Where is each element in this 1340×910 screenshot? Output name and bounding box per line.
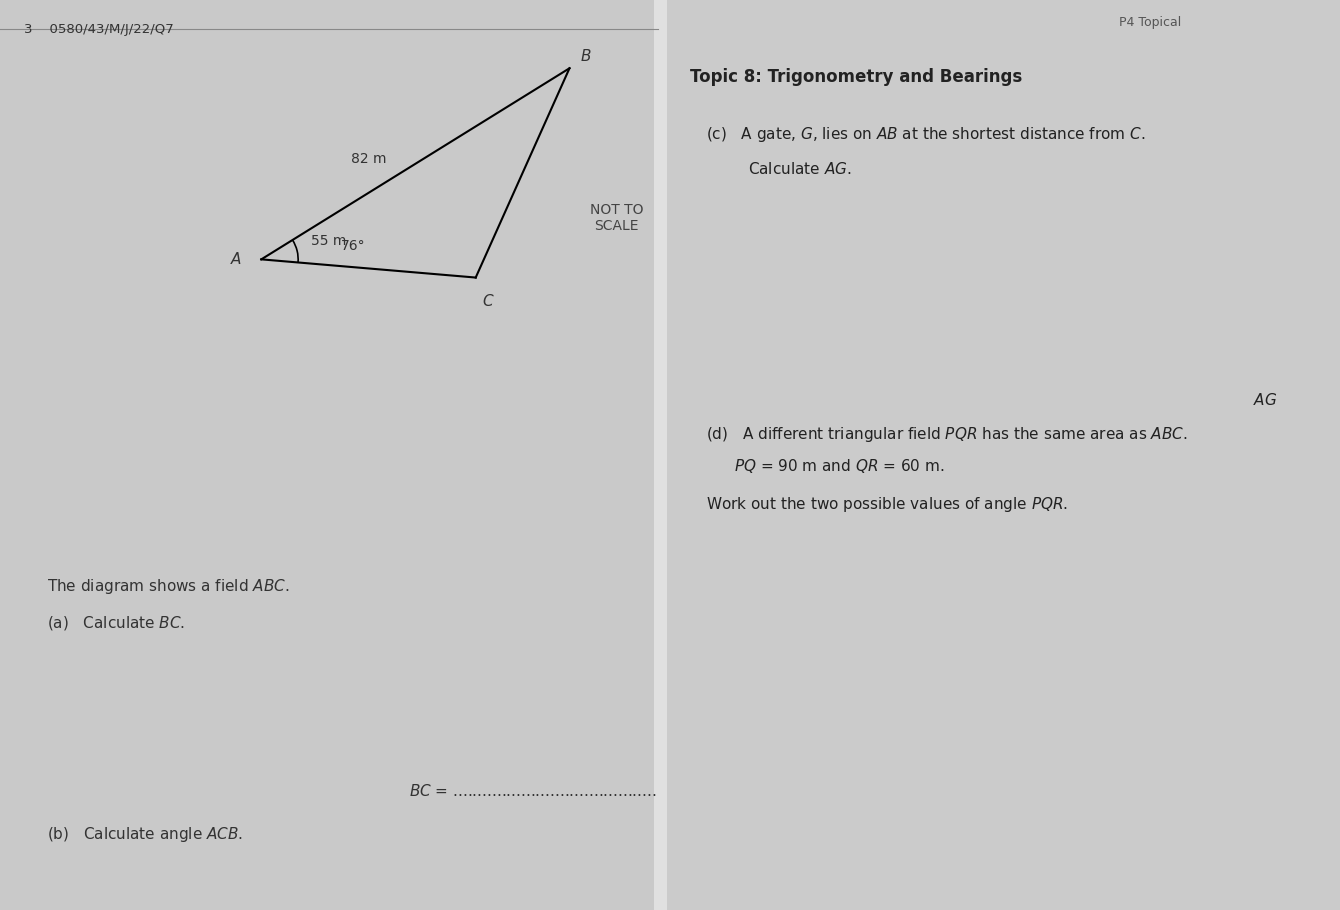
Text: (b)   Calculate angle $ACB$.: (b) Calculate angle $ACB$.	[47, 825, 243, 844]
Text: $PQ$ = 90 m and $QR$ = 60 m.: $PQ$ = 90 m and $QR$ = 60 m.	[734, 457, 945, 475]
Text: B: B	[580, 49, 591, 64]
FancyBboxPatch shape	[663, 0, 1340, 910]
Text: $BC$ = ..........................................: $BC$ = .................................…	[409, 783, 657, 799]
FancyBboxPatch shape	[0, 0, 658, 910]
Text: (c)   A gate, $G$, lies on $AB$ at the shortest distance from $C$.: (c) A gate, $G$, lies on $AB$ at the sho…	[706, 125, 1146, 144]
Text: 55 m: 55 m	[311, 234, 346, 248]
Text: 82 m: 82 m	[351, 152, 386, 167]
Text: (d)   A different triangular field $PQR$ has the same area as $ABC$.: (d) A different triangular field $PQR$ h…	[706, 425, 1187, 444]
Text: (a)   Calculate $BC$.: (a) Calculate $BC$.	[47, 614, 185, 632]
Text: P4 Topical: P4 Topical	[1119, 16, 1181, 29]
Text: The diagram shows a field $ABC$.: The diagram shows a field $ABC$.	[47, 577, 289, 596]
Text: Work out the two possible values of angle $PQR$.: Work out the two possible values of angl…	[706, 495, 1068, 514]
Text: NOT TO
SCALE: NOT TO SCALE	[590, 203, 643, 234]
Text: 76°: 76°	[340, 239, 364, 253]
Text: 3    0580/43/M/J/22/Q7: 3 0580/43/M/J/22/Q7	[24, 23, 174, 35]
Text: C: C	[482, 294, 493, 308]
Text: Topic 8: Trigonometry and Bearings: Topic 8: Trigonometry and Bearings	[690, 68, 1022, 86]
FancyBboxPatch shape	[654, 0, 667, 910]
Text: Calculate $AG$.: Calculate $AG$.	[748, 161, 851, 177]
Text: A: A	[230, 252, 241, 267]
Text: $AG$: $AG$	[1253, 391, 1277, 408]
